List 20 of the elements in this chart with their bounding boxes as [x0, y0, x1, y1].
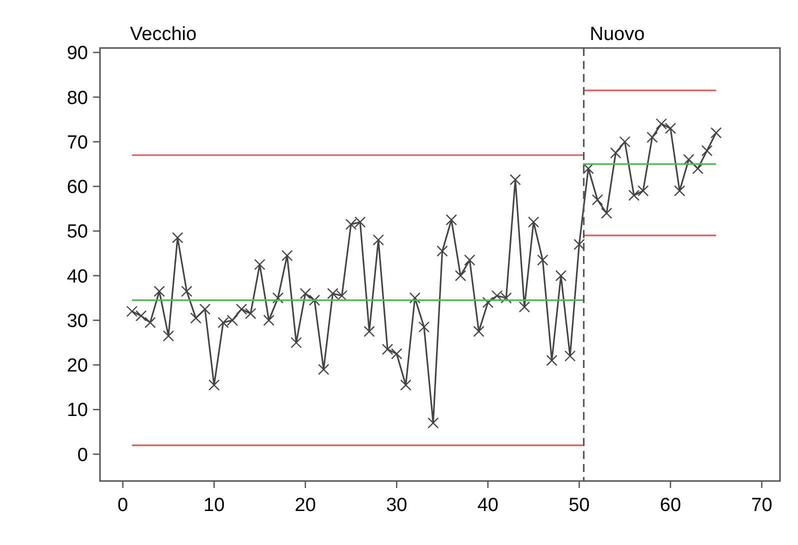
y-tick-label: 40 — [66, 266, 88, 288]
y-tick-label: 50 — [66, 222, 88, 243]
x-tick-label: 20 — [294, 495, 316, 516]
y-tick-label: 70 — [66, 132, 88, 154]
x-tick-label: 70 — [751, 495, 772, 516]
y-tick-label: 10 — [66, 400, 88, 422]
y-tick-label: 90 — [66, 43, 88, 64]
y-tick-label: 80 — [66, 88, 88, 109]
y-tick-label: 20 — [66, 356, 88, 377]
text: Nuovo — [590, 24, 645, 45]
y-tick-label: 0 — [77, 444, 88, 466]
x-tick-label: 30 — [386, 495, 408, 516]
x-tick-label: 10 — [204, 495, 225, 516]
y-tick-label: 30 — [66, 310, 88, 332]
x-tick-label: 60 — [660, 495, 682, 516]
x-tick-label: 40 — [477, 495, 498, 516]
x-tick-label: 0 — [118, 495, 128, 516]
x-tick-label: 50 — [568, 495, 590, 516]
y-tick-label: 60 — [66, 177, 88, 198]
text: Vecchio — [130, 24, 197, 45]
